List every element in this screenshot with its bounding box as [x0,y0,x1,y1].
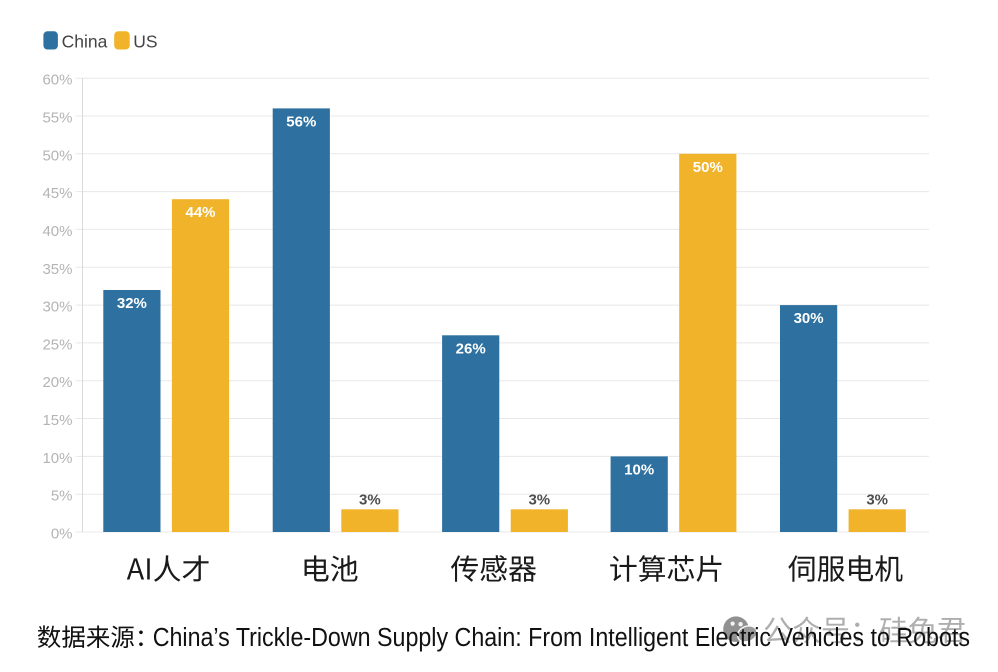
svg-text:China’s Trickle-Down Supply Ch: China’s Trickle-Down Supply Chain: From … [153,624,970,652]
svg-text:10%: 10% [624,461,654,478]
svg-text:26%: 26% [456,340,486,357]
svg-text:20%: 20% [42,374,72,391]
svg-text:35%: 35% [42,261,72,278]
svg-text:30%: 30% [794,310,824,327]
svg-text:10%: 10% [42,450,72,467]
svg-text:5%: 5% [51,488,73,505]
svg-text:25%: 25% [42,336,72,353]
svg-text:60%: 60% [42,72,72,89]
svg-text:30%: 30% [42,299,72,316]
svg-text:50%: 50% [42,147,72,164]
svg-text:3%: 3% [528,492,550,509]
svg-text:45%: 45% [42,185,72,202]
svg-text:15%: 15% [42,412,72,429]
svg-text:44%: 44% [185,204,215,221]
svg-text:US: US [133,32,157,52]
svg-text:32%: 32% [117,295,147,312]
svg-text:0%: 0% [51,526,73,543]
svg-text:China: China [62,32,108,52]
svg-text:3%: 3% [866,492,888,509]
svg-text:50%: 50% [693,159,723,176]
svg-text:3%: 3% [359,492,381,509]
svg-text:55%: 55% [42,110,72,127]
svg-text:40%: 40% [42,223,72,240]
svg-text:56%: 56% [286,113,316,130]
